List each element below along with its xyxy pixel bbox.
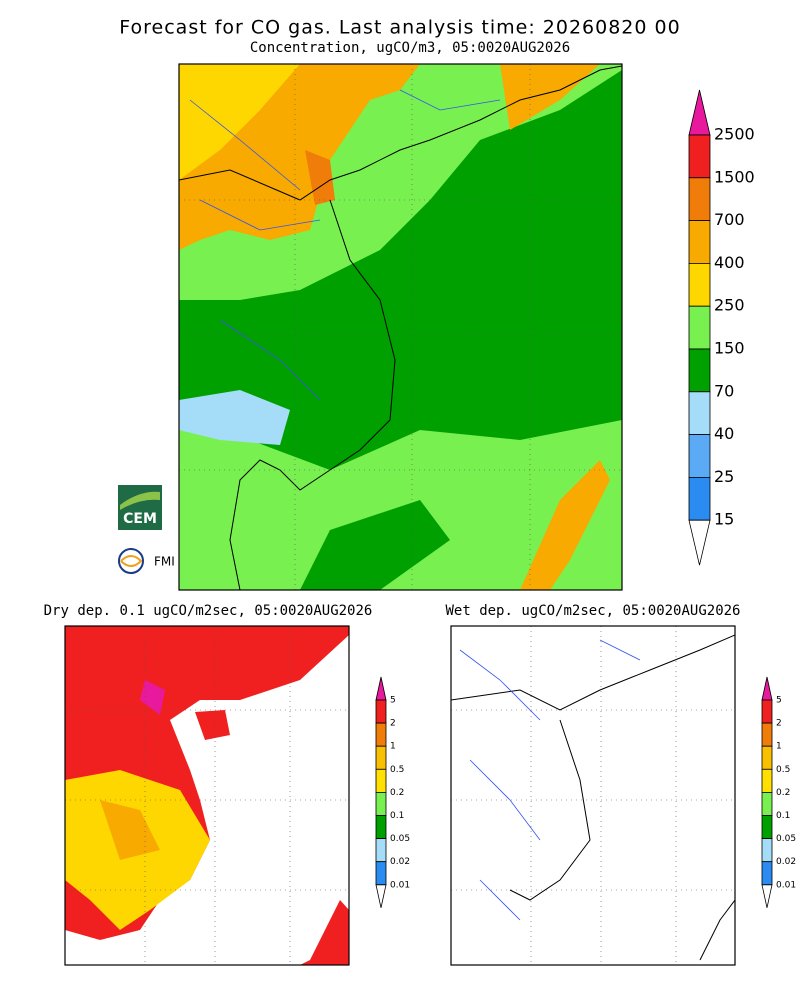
colorbar-segment (375, 768, 387, 793)
colorbar-segment (688, 391, 711, 435)
colorbar-label: 250 (714, 296, 745, 315)
colorbar-segment (688, 476, 711, 521)
colorbar-label: 1 (390, 742, 396, 752)
colorbar-segment (688, 434, 711, 478)
colorbar-segment (688, 348, 711, 393)
colorbar-label: 40 (714, 424, 734, 443)
colorbar-segment (761, 815, 773, 840)
colorbar-segment (375, 861, 387, 886)
colorbar-segment (688, 220, 711, 264)
colorbar-segment (688, 305, 711, 350)
colorbar-under (375, 884, 387, 908)
colorbar-segment (761, 745, 773, 770)
colorbar-label: 5 (390, 696, 396, 706)
colorbar-label: 0.5 (776, 765, 790, 775)
colorbar-segment (375, 699, 387, 724)
colorbar-label: 150 (714, 339, 745, 358)
colorbar-label: 400 (714, 253, 745, 272)
colorbar-label: 0.02 (390, 857, 410, 867)
panel-title: Wet dep. ugCO/m2sec, 05:0020AUG2026 (445, 603, 740, 619)
colorbar-label: 0.2 (776, 788, 790, 798)
colorbar-segment (761, 861, 773, 886)
colorbar-label: 5 (776, 696, 782, 706)
colorbar-segment (761, 699, 773, 724)
colorbar-over (375, 676, 387, 701)
colorbar-label: 2 (776, 719, 782, 729)
colorbar-segment (375, 838, 387, 863)
colorbar-label: 0.5 (390, 765, 404, 775)
colorbar-label: 2 (390, 719, 396, 729)
colorbar-over (688, 89, 711, 136)
colorbar-label: 0.02 (776, 857, 796, 867)
colorbar-label: 0.1 (776, 811, 790, 821)
colorbar-label: 0.1 (390, 811, 404, 821)
cem-logo: CEM (118, 485, 162, 530)
colorbar-label: 70 (714, 381, 734, 400)
colorbar-segment (761, 792, 773, 816)
colorbar-segment (688, 262, 711, 307)
colorbar-segment (761, 722, 773, 747)
colorbar-label: 700 (714, 210, 745, 229)
colorbar-segment (688, 134, 711, 179)
colorbar-over (761, 676, 773, 701)
concentration-map (178, 63, 623, 591)
colorbar-label: 2500 (714, 125, 755, 144)
colorbar-label: 0.01 (776, 880, 796, 890)
colorbar-label: 1500 (714, 167, 755, 186)
colorbar-segment (375, 792, 387, 816)
colorbar-segment (761, 838, 773, 863)
logo-text: FMI (154, 555, 175, 569)
colorbar-segment (375, 745, 387, 770)
colorbar-segment (375, 722, 387, 747)
colorbar-under (761, 884, 773, 908)
colorbar-segment (375, 815, 387, 840)
panel-title: Concentration, ugCO/m3, 05:0020AUG2026 (250, 40, 570, 56)
colorbar-segment (688, 177, 711, 222)
wet-deposition-map (450, 625, 736, 966)
page-title: Forecast for CO gas. Last analysis time:… (119, 17, 680, 39)
dry-deposition-map (64, 625, 350, 966)
panel-title: Dry dep. 0.1 ugCO/m2sec, 05:0020AUG2026 (44, 603, 373, 619)
colorbar-label: 1 (776, 742, 782, 752)
colorbar-under (688, 519, 711, 566)
colorbar-label: 25 (714, 467, 734, 486)
colorbar-label: 0.05 (390, 834, 410, 844)
logo-text: CEM (123, 511, 157, 527)
colorbar-segment (761, 768, 773, 793)
colorbar-label: 0.05 (776, 834, 796, 844)
colorbar-label: 0.01 (390, 880, 410, 890)
colorbar-label: 0.2 (390, 788, 404, 798)
fmi-logo: FMI (118, 548, 175, 574)
colorbar-label: 15 (714, 510, 734, 529)
